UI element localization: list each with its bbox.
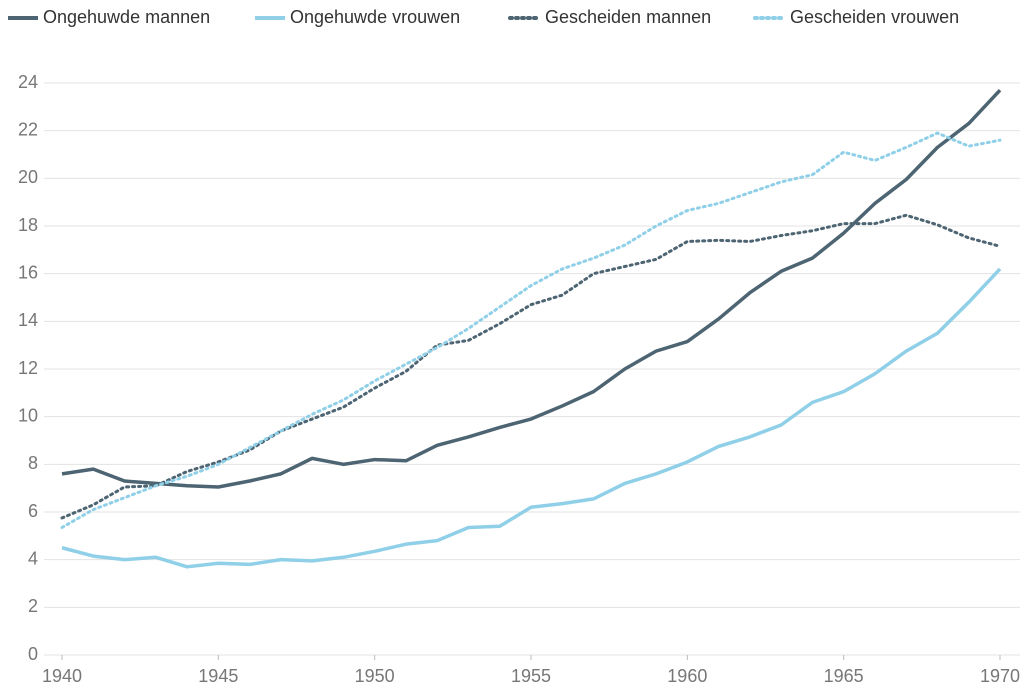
y-tick-label: 4 xyxy=(28,548,38,568)
x-tick-label: 1960 xyxy=(667,666,707,686)
series-line xyxy=(60,131,1002,529)
series-line xyxy=(61,88,1002,489)
x-tick-label: 1965 xyxy=(824,666,864,686)
series-line xyxy=(60,213,1002,520)
legend-label: Gescheiden vrouwen xyxy=(790,7,959,27)
series-line xyxy=(61,267,1002,569)
y-tick-label: 2 xyxy=(28,596,38,616)
legend-label: Ongehuwde vrouwen xyxy=(290,7,460,27)
y-tick-label: 8 xyxy=(28,453,38,473)
y-tick-label: 24 xyxy=(18,72,38,92)
y-tick-label: 16 xyxy=(18,262,38,282)
y-tick-label: 22 xyxy=(18,119,38,139)
y-tick-label: 20 xyxy=(18,167,38,187)
y-tick-label: 6 xyxy=(28,501,38,521)
y-tick-label: 14 xyxy=(18,310,38,330)
y-tick-label: 12 xyxy=(18,358,38,378)
x-tick-label: 1955 xyxy=(511,666,551,686)
x-tick-label: 1945 xyxy=(198,666,238,686)
x-tick-label: 1970 xyxy=(980,666,1020,686)
y-tick-label: 10 xyxy=(18,405,38,425)
x-tick-label: 1940 xyxy=(42,666,82,686)
legend-label: Ongehuwde mannen xyxy=(43,7,210,27)
x-tick-label: 1950 xyxy=(355,666,395,686)
y-tick-label: 0 xyxy=(28,644,38,664)
legend-label: Gescheiden mannen xyxy=(545,7,711,27)
y-tick-label: 18 xyxy=(18,215,38,235)
